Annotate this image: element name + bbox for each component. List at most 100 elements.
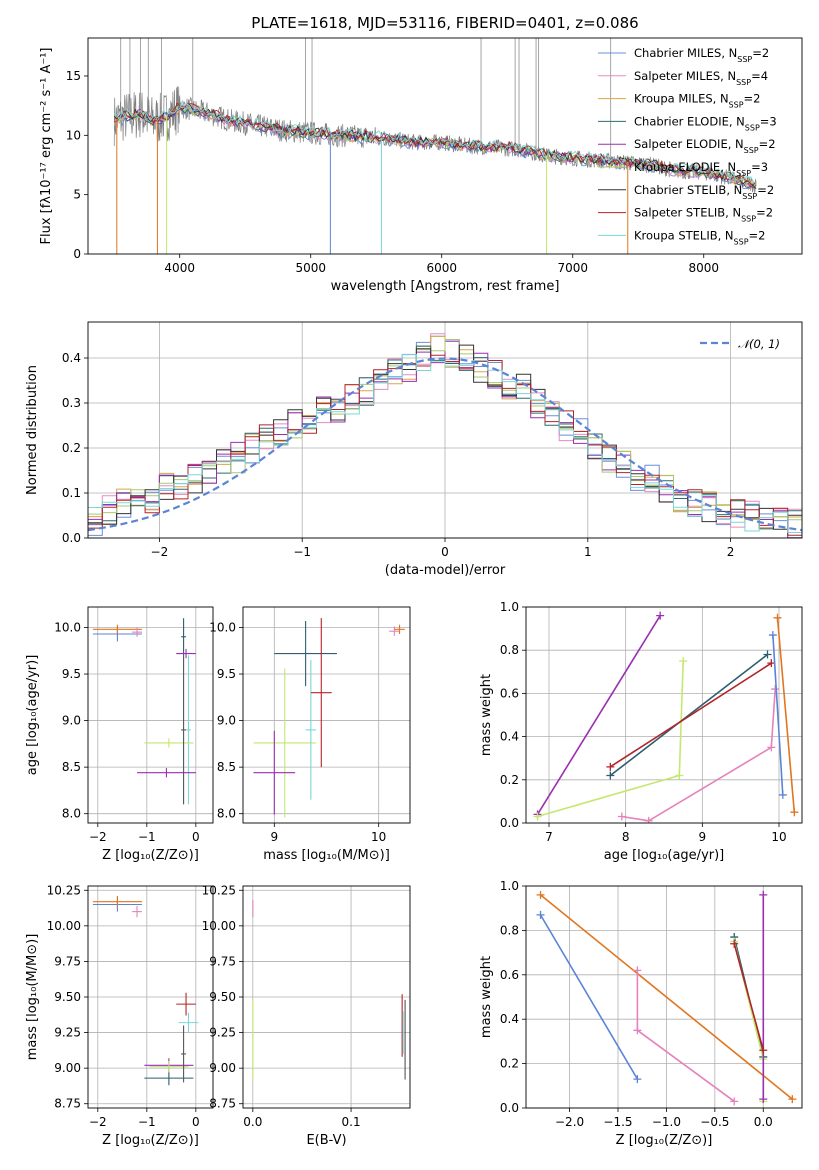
panel-weight_vs_Z: −2.0 −1.5 −1.0 −0.5 0.0 0.0 0.2 0.4 0.6 0.8 1.0 Z [… — [479, 879, 803, 1148]
plot-area — [92, 895, 199, 1086]
weight-marker — [633, 1075, 642, 1084]
y-tick-label: 0.4 — [500, 1012, 519, 1026]
y-tick-label: 0 — [73, 247, 81, 261]
panel-spectrum: 4000 5000 6000 7000 8000 0 5 10 15 wavelength [An… — [39, 37, 803, 294]
weight-marker — [533, 812, 542, 821]
weight-marker — [771, 685, 780, 694]
x-tick-label: −1 — [138, 1115, 156, 1129]
x-tick-label: 8000 — [688, 261, 719, 275]
weight-marker — [633, 1026, 642, 1035]
legend-label: Chabrier STELIB, N — [634, 183, 742, 197]
y-tick-label: 10 — [66, 128, 81, 142]
x-tick-label: −2 — [89, 1115, 107, 1129]
y-axis-label: mass [log₁₀(M/M⊙)] — [25, 934, 40, 1061]
y-tick-label: 0.6 — [500, 968, 519, 982]
x-tick-label: −1.0 — [652, 1115, 681, 1129]
y-tick-label: 0.4 — [62, 351, 81, 365]
legend-entry: Chabrier ELODIE, NSSP=3 — [634, 114, 777, 131]
x-tick-label: 0 — [192, 830, 200, 844]
weight-marker — [759, 890, 768, 899]
legend-suffix: =2 — [756, 206, 773, 220]
weight-line — [776, 617, 796, 813]
x-axis-label: Z [log₁₀(Z/Z⊙)] — [102, 848, 199, 863]
plot-area — [252, 900, 406, 1080]
weight-marker — [606, 762, 615, 771]
legend-entry: 𝒩(0, 1) — [738, 337, 780, 351]
plot-area — [88, 333, 802, 538]
weight-line — [539, 914, 639, 1080]
y-tick-label: 0.0 — [500, 816, 519, 830]
y-tick-label: 0.3 — [62, 396, 81, 410]
legend-entry: Salpeter ELODIE, NSSP=2 — [634, 137, 776, 155]
x-tick-label: 10 — [371, 830, 386, 844]
plot-area — [253, 618, 405, 818]
weight-line — [537, 660, 684, 818]
legend-sub: SSP — [741, 214, 756, 223]
y-tick-label: 8.75 — [54, 1097, 81, 1111]
legend-suffix: =2 — [752, 46, 769, 60]
legend-sub: SSP — [745, 123, 760, 132]
y-axis-label: mass weight — [479, 956, 494, 1038]
weight-marker — [790, 808, 799, 817]
x-tick-label: 0 — [192, 1115, 200, 1129]
legend-suffix: =2 — [759, 137, 776, 151]
y-tick-label: 9.50 — [54, 990, 81, 1004]
residual-histogram — [88, 339, 802, 521]
legend-label: Kroupa ELODIE, N — [634, 160, 736, 174]
x-tick-label: −2 — [151, 545, 169, 559]
y-tick-label: 9.00 — [54, 1061, 81, 1075]
y-tick-label: 9.5 — [217, 667, 236, 681]
legend-sub: SSP — [737, 55, 752, 64]
weight-line — [636, 970, 735, 1102]
weight-marker — [730, 939, 739, 948]
x-tick-label: −2.0 — [555, 1115, 584, 1129]
x-tick-label: −2 — [89, 830, 107, 844]
legend-sub: SSP — [729, 100, 744, 109]
weight-marker — [633, 966, 642, 975]
weight-marker — [788, 1095, 797, 1104]
weight-line — [539, 894, 793, 1100]
legend-sub: SSP — [744, 146, 759, 155]
weight-line — [609, 662, 772, 768]
x-tick-label: 5000 — [295, 261, 326, 275]
y-tick-label: 10.0 — [209, 620, 236, 634]
y-tick-label: 8.75 — [209, 1097, 236, 1111]
weight-marker — [656, 611, 665, 620]
x-tick-label: −1 — [293, 545, 311, 559]
legend-suffix: =3 — [751, 160, 768, 174]
x-tick-label: 7000 — [557, 261, 588, 275]
y-axis-label: age [log₁₀(age/yr)] — [25, 655, 40, 776]
y-axis-label: Flux [fλ10⁻¹⁷ erg cm⁻² s⁻¹ A⁻¹] — [39, 48, 54, 245]
legend-suffix: =2 — [749, 228, 766, 242]
y-tick-label: 10.25 — [202, 883, 236, 897]
y-tick-label: 5 — [73, 188, 81, 202]
panel-age_vs_mass: 9 10 8.0 8.5 9.0 9.5 10.0 mass [log₁₀(M/M⊙)] — [209, 606, 411, 863]
x-tick-label: 0 — [441, 545, 449, 559]
y-tick-label: 10.0 — [54, 620, 81, 634]
weight-marker — [759, 1095, 768, 1104]
legend-entry: Salpeter MILES, NSSP=4 — [634, 69, 768, 87]
y-tick-label: 9.25 — [209, 1026, 236, 1040]
figure-title: PLATE=1618, MJD=53116, FIBERID=0401, z=0… — [251, 14, 638, 32]
y-tick-label: 8.0 — [217, 807, 236, 821]
x-tick-label: 9 — [270, 830, 278, 844]
axes-frame — [87, 606, 214, 824]
weight-marker — [759, 1046, 768, 1055]
legend-entry: Chabrier STELIB, NSSP=2 — [634, 183, 774, 201]
y-tick-label: 0.8 — [500, 643, 519, 657]
y-tick-label: 9.50 — [209, 990, 236, 1004]
x-tick-label: 6000 — [426, 261, 457, 275]
weight-line — [733, 941, 765, 1102]
weight-marker — [767, 743, 776, 752]
legend-sub: SSP — [734, 237, 749, 246]
weight-marker — [644, 816, 653, 823]
axes-frame — [525, 606, 803, 824]
legend-entry: Kroupa STELIB, NSSP=2 — [634, 228, 765, 246]
plot-area — [536, 890, 797, 1106]
legend-sub: SSP — [736, 77, 751, 86]
panel-age_vs_Z: −2 −1 0 8.0 8.5 9.0 9.5 10.0 Z [log₁₀(Z/Z⊙)] age … — [25, 606, 214, 863]
weight-line — [772, 635, 784, 795]
legend-entry: Kroupa ELODIE, NSSP=3 — [634, 160, 768, 178]
